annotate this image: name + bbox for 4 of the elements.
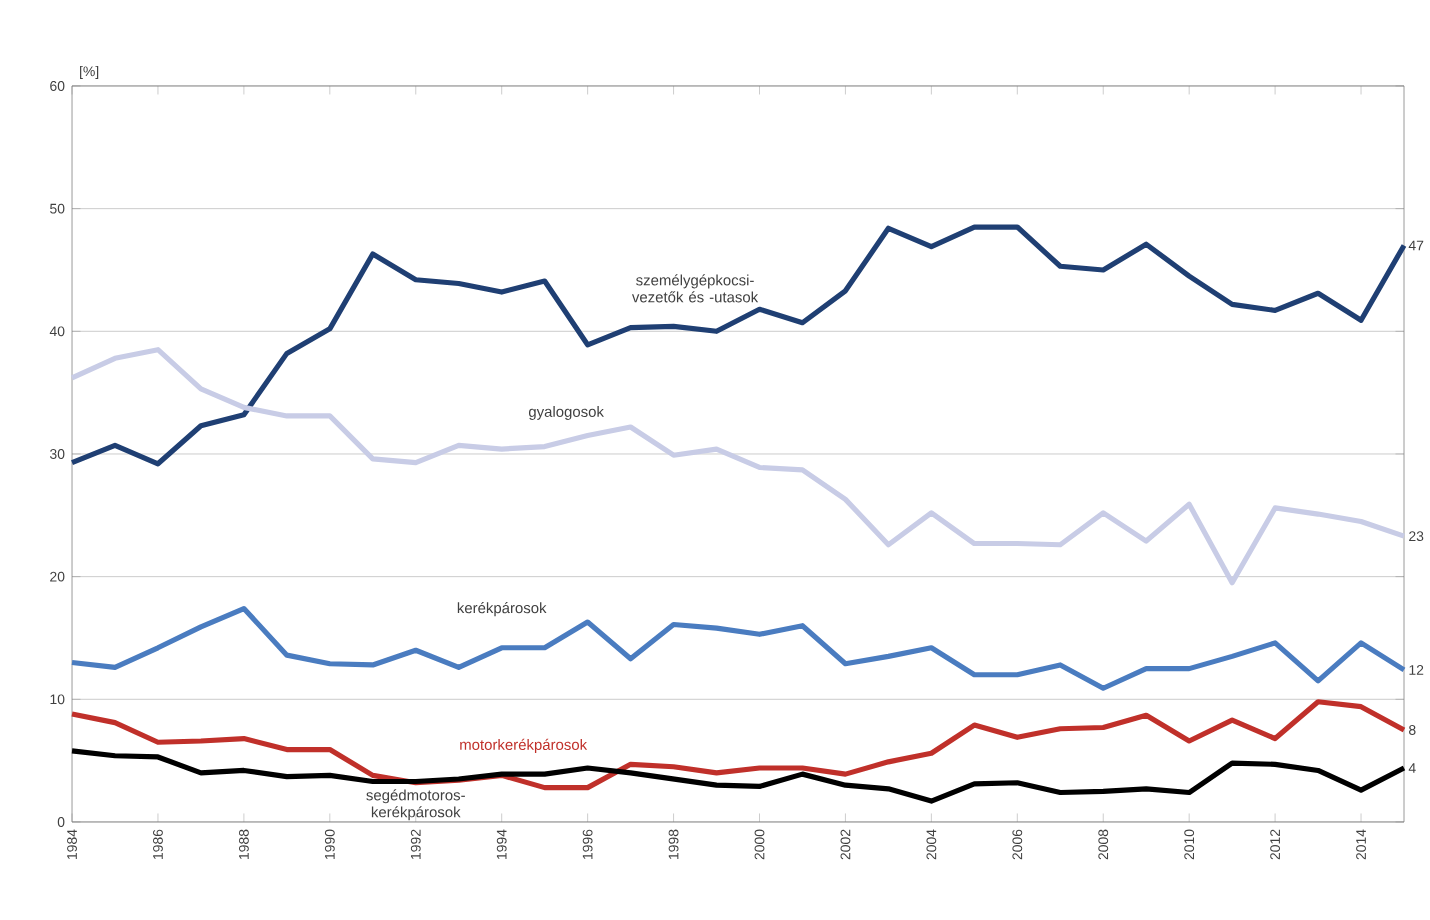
line-series: [69, 699, 1407, 791]
line-series: [69, 605, 1407, 691]
line-series: [69, 224, 1407, 467]
line-series: [69, 347, 1407, 586]
